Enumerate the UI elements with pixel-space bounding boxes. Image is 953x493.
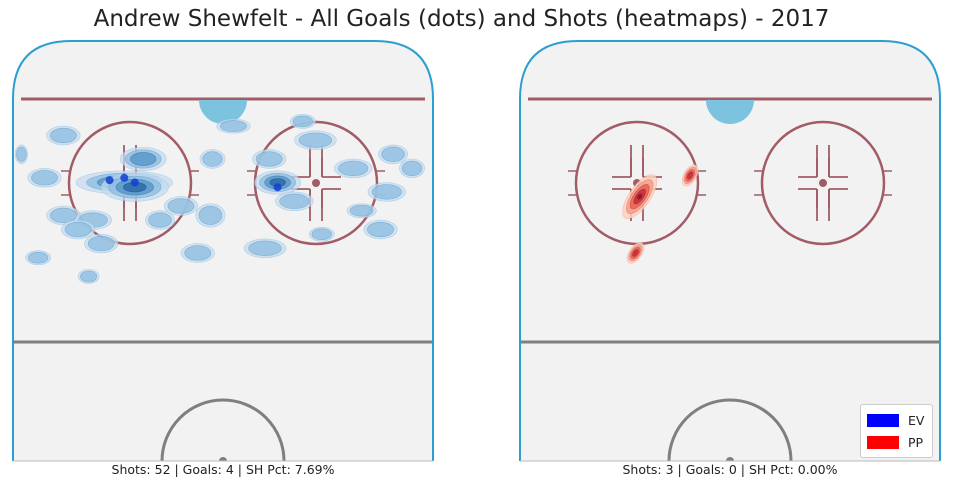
shot-density-contour [167, 198, 195, 214]
goal-dot [105, 176, 114, 185]
shot-density-contour [198, 205, 223, 225]
shot-density-contour [311, 228, 332, 240]
goal-dot [130, 178, 139, 187]
faceoff-dot-right [312, 179, 320, 187]
shot-density-contour [80, 270, 98, 283]
goal-dot [120, 173, 129, 182]
shot-density-contour [184, 245, 212, 261]
shot-density-contour [279, 193, 310, 209]
shot-density-contour [49, 207, 77, 224]
shot-density-contour [687, 171, 694, 180]
shot-density-contour [292, 115, 313, 128]
shot-density-contour [28, 251, 49, 264]
shot-density-contour [129, 152, 157, 166]
shot-density-contour [220, 120, 247, 132]
faceoff-circle-right [760, 120, 886, 246]
rink-right-pp [519, 40, 941, 462]
faceoff-dot-right [819, 179, 827, 187]
goal-crease [199, 100, 247, 124]
shot-density-contour [87, 235, 115, 252]
goal-crease [706, 100, 754, 124]
rink-left-ev [12, 40, 434, 462]
legend-label-ev: EV [908, 412, 925, 428]
shot-density-contour [371, 184, 402, 200]
shot-density-contour [632, 249, 639, 257]
boards [519, 40, 941, 461]
goal-dot [273, 183, 282, 192]
shot-density-contour [636, 193, 643, 200]
ice-surface [520, 41, 940, 461]
legend-item-pp: PP [867, 431, 924, 453]
legend: EV PP [860, 404, 934, 458]
shot-density-contour [338, 160, 369, 177]
faceoff-circle-left [67, 120, 193, 246]
shot-density-contour [255, 151, 283, 167]
center-circle [667, 398, 793, 462]
shot-density-contour [202, 151, 223, 167]
chart-title: Andrew Shewfelt - All Goals (dots) and S… [93, 6, 830, 32]
shot-density-contour [64, 221, 92, 238]
ev-shot-summary: Shots: 52 | Goals: 4 | SH Pct: 7.69% [111, 462, 335, 477]
legend-swatch-ev [867, 413, 899, 427]
shot-density-contour [16, 146, 27, 162]
shot-density-contour [381, 146, 405, 162]
shot-density-contour [367, 221, 394, 238]
shot-density-contour [148, 212, 172, 228]
shot-density-contour [401, 160, 423, 177]
shot-density-contour [298, 132, 333, 148]
boards [12, 40, 434, 461]
center-dot [219, 457, 227, 461]
shot-density-contour [31, 170, 58, 186]
legend-swatch-pp [867, 435, 899, 449]
shot-density-contour [49, 127, 77, 144]
center-circle [160, 398, 286, 462]
shot-density-contour [248, 240, 282, 256]
center-dot [726, 457, 734, 461]
shot-heatmap-ev [14, 114, 425, 284]
shot-density-contour [349, 204, 374, 217]
shot-heatmap-pp [622, 164, 699, 264]
pp-shot-summary: Shots: 3 | Goals: 0 | SH Pct: 0.00% [622, 462, 838, 477]
legend-item-ev: EV [867, 409, 924, 431]
legend-label-pp: PP [908, 434, 924, 450]
